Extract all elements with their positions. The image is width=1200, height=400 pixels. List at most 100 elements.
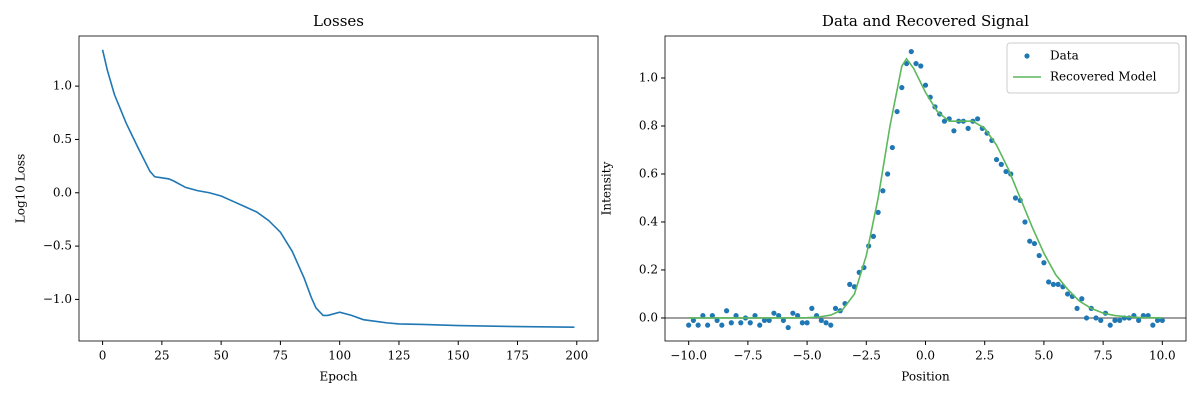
y-axis-label: Intensity <box>600 161 614 215</box>
y-tick-label: 0.0 <box>639 310 658 324</box>
data-point <box>1159 317 1165 323</box>
x-tick-label: 100 <box>328 349 351 363</box>
data-point <box>1012 195 1019 201</box>
data-point <box>761 317 768 323</box>
data-point <box>771 310 777 316</box>
x-tick-label: 0 <box>99 349 107 363</box>
legend-box <box>1006 42 1180 94</box>
data-point <box>818 317 824 323</box>
data-point <box>885 171 891 177</box>
data-point <box>880 188 886 194</box>
data-point <box>1041 260 1047 266</box>
data-point <box>690 317 697 323</box>
data-point <box>1136 317 1142 323</box>
legend-label: Recovered Model <box>1050 70 1157 84</box>
data-point <box>752 312 758 319</box>
data-point <box>799 320 805 326</box>
axes-frame <box>664 35 1187 342</box>
x-tick-label: −7.5 <box>733 349 762 363</box>
legend-label: Data <box>1050 49 1079 63</box>
data-point <box>804 320 810 326</box>
data-point <box>1154 317 1161 323</box>
data-point <box>823 320 829 326</box>
model-line <box>688 57 1163 319</box>
data-point <box>705 322 711 328</box>
x-tick-label: 10.0 <box>1149 349 1176 363</box>
data-point <box>1036 252 1042 259</box>
y-axis-label: Log10 Loss <box>14 154 28 223</box>
data-point <box>776 312 782 319</box>
data-point <box>766 317 772 323</box>
y-tick-label: −0.5 <box>43 239 72 253</box>
subplot: Data and Recovered Signal Position Intensi… <box>600 12 1187 384</box>
data-point <box>1117 317 1123 323</box>
data-point <box>1046 279 1052 285</box>
data-point <box>714 317 720 323</box>
data-point <box>1079 296 1085 302</box>
loss-line <box>101 49 575 328</box>
legend: Data Recovered Model <box>1006 42 1180 94</box>
x-tick-label: 150 <box>447 349 470 363</box>
data-point <box>1064 291 1071 297</box>
data-point <box>728 320 734 326</box>
x-tick-label: 200 <box>565 349 588 363</box>
data-point <box>1027 238 1033 244</box>
x-tick-label: 2.5 <box>975 349 994 363</box>
data-point <box>975 116 981 122</box>
y-tick-label: 0.5 <box>53 132 72 146</box>
x-tick-label: 7.5 <box>1094 349 1113 363</box>
data-point <box>747 320 753 326</box>
x-tick-label: −2.5 <box>852 349 881 363</box>
data-point <box>922 82 929 88</box>
y-tick-label: 1.0 <box>639 70 658 84</box>
data-point <box>757 322 763 328</box>
y-tick-label: −1.0 <box>43 292 72 306</box>
data-point <box>1031 240 1038 247</box>
data-point <box>1022 219 1028 225</box>
x-axis-label: Position <box>901 370 950 384</box>
y-tick-label: 0.8 <box>639 118 658 132</box>
data-point <box>965 125 971 131</box>
x-tick-label: 125 <box>388 349 411 363</box>
data-point <box>733 312 739 319</box>
data-point <box>1107 322 1113 328</box>
data-point <box>951 128 957 134</box>
data-point <box>695 322 701 328</box>
data-point <box>828 322 834 328</box>
y-tick-label: 0.0 <box>53 185 72 199</box>
data-point <box>790 310 796 316</box>
data-point <box>1050 281 1056 287</box>
data-point <box>941 118 948 124</box>
data-point <box>809 305 815 311</box>
y-tick-label: 0.4 <box>639 214 658 228</box>
data-point <box>785 324 791 331</box>
data-point <box>738 320 744 326</box>
data-point <box>847 281 853 287</box>
legend-marker <box>1024 53 1030 59</box>
data-point <box>908 48 914 55</box>
data-point <box>723 308 730 314</box>
data-point <box>780 317 787 323</box>
data-point <box>1003 168 1009 175</box>
data-point <box>686 322 692 328</box>
x-tick-label: 75 <box>273 349 288 363</box>
data-point <box>1093 315 1099 321</box>
subplot: Losses Epoch Log10 Loss 0 25 50 75 100 125 150 175… <box>14 12 599 384</box>
data-point <box>870 233 877 239</box>
x-tick-label: −10.0 <box>670 349 707 363</box>
data-point <box>700 312 706 319</box>
data-point <box>1098 317 1104 323</box>
x-tick-label: 175 <box>506 349 529 363</box>
chart-title: Losses <box>313 12 364 30</box>
x-tick-label: 5.0 <box>1034 349 1053 363</box>
data-point <box>795 312 801 319</box>
y-tick-label: 0.2 <box>639 262 658 276</box>
x-tick-label: 0.0 <box>916 349 935 363</box>
x-tick-label: −5.0 <box>793 349 822 363</box>
data-point <box>918 63 924 69</box>
chart-title: Data and Recovered Signal <box>822 12 1029 30</box>
y-tick-label: 0.6 <box>639 166 658 180</box>
data-point <box>1083 315 1090 321</box>
data-point <box>889 144 895 151</box>
